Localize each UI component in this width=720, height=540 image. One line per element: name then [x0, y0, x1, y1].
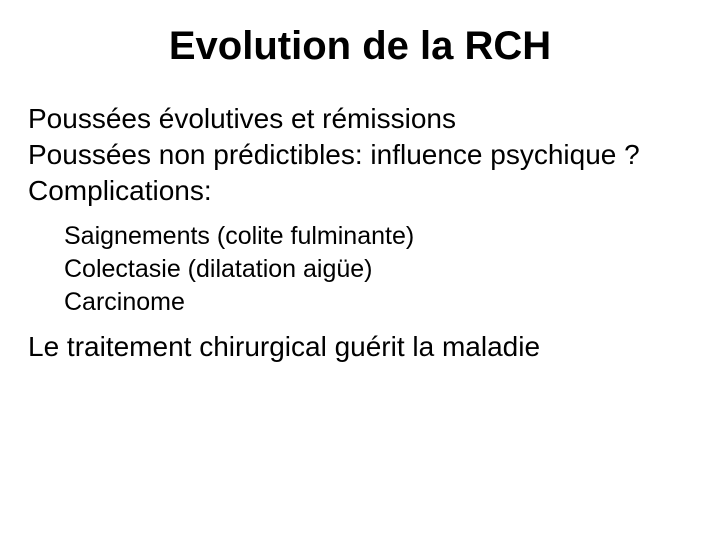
slide-content: Evolution de la RCH Poussées évolutives … — [0, 0, 720, 540]
complication-item-3: Carcinome — [64, 286, 692, 319]
complications-list: Saignements (colite fulminante) Colectas… — [28, 220, 692, 319]
body-line-2: Poussées non prédictibles: influence psy… — [28, 137, 692, 173]
complication-item-1: Saignements (colite fulminante) — [64, 220, 692, 253]
slide-title: Evolution de la RCH — [28, 24, 692, 69]
body-line-4: Le traitement chirurgical guérit la mala… — [28, 329, 692, 365]
body-line-1: Poussées évolutives et rémissions — [28, 101, 692, 137]
complication-item-2: Colectasie (dilatation aigüe) — [64, 253, 692, 286]
body-line-3: Complications: — [28, 173, 692, 209]
